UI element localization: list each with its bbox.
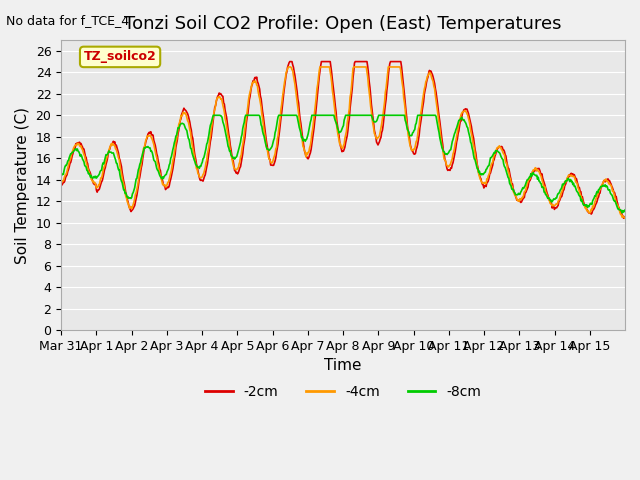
-4cm xyxy=(434,108,442,114)
-4cm xyxy=(621,216,629,221)
Title: Tonzi Soil CO2 Profile: Open (East) Temperatures: Tonzi Soil CO2 Profile: Open (East) Temp… xyxy=(124,15,562,33)
-8cm xyxy=(58,172,65,178)
Text: No data for f_TCE_4: No data for f_TCE_4 xyxy=(6,14,129,27)
-2cm xyxy=(286,59,294,64)
Y-axis label: Soil Temperature (C): Soil Temperature (C) xyxy=(15,107,30,264)
-8cm xyxy=(124,195,131,201)
-4cm xyxy=(255,93,263,98)
Text: TZ_soilco2: TZ_soilco2 xyxy=(84,50,156,63)
-4cm xyxy=(276,115,284,120)
-2cm xyxy=(402,108,410,113)
-4cm xyxy=(284,64,292,70)
-4cm xyxy=(402,115,410,121)
Line: -8cm: -8cm xyxy=(61,115,625,213)
-8cm xyxy=(618,210,626,216)
-2cm xyxy=(255,84,263,89)
-8cm xyxy=(209,112,217,118)
-2cm xyxy=(621,214,629,220)
-8cm xyxy=(256,113,264,119)
-2cm xyxy=(620,215,628,221)
-8cm xyxy=(621,207,629,213)
-8cm xyxy=(402,120,410,125)
Line: -4cm: -4cm xyxy=(61,67,625,218)
-8cm xyxy=(434,122,442,128)
-2cm xyxy=(434,101,442,107)
-4cm xyxy=(124,199,131,205)
-2cm xyxy=(124,197,131,203)
-4cm xyxy=(58,181,65,187)
-8cm xyxy=(228,154,236,159)
-2cm xyxy=(58,182,65,188)
Line: -2cm: -2cm xyxy=(61,61,625,218)
-2cm xyxy=(227,146,235,152)
-8cm xyxy=(277,112,285,118)
-4cm xyxy=(227,151,235,157)
-2cm xyxy=(276,121,284,127)
Legend: -2cm, -4cm, -8cm: -2cm, -4cm, -8cm xyxy=(199,379,487,404)
X-axis label: Time: Time xyxy=(324,359,362,373)
